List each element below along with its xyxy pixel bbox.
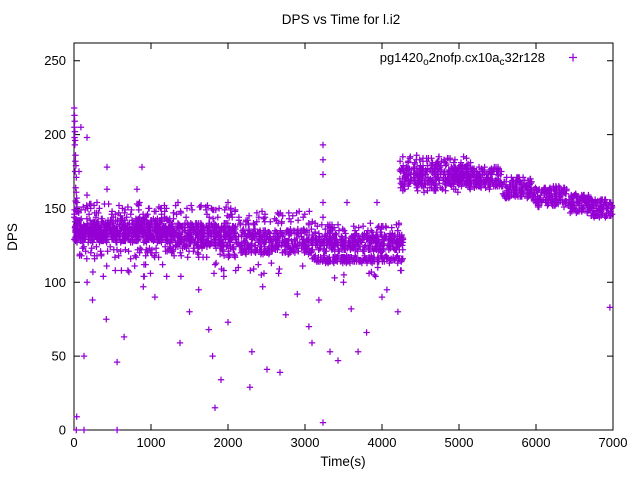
legend-label: pg1420o2nofp.cx10ac32r128 — [380, 50, 545, 68]
x-tick-label: 6000 — [522, 435, 551, 450]
y-tick-label: 0 — [59, 423, 66, 438]
y-axis-label: DPS — [5, 223, 20, 251]
x-axis-label: Time(s) — [320, 454, 365, 469]
chart-title: DPS vs Time for l.i2 — [282, 12, 401, 27]
x-tick-label: 7000 — [599, 435, 628, 450]
legend: pg1420o2nofp.cx10ac32r128 — [380, 50, 577, 68]
y-tick-label: 150 — [44, 201, 66, 216]
x-tick-label: 5000 — [445, 435, 474, 450]
y-tick-label: 250 — [44, 53, 66, 68]
axis-tick-labels: 0 1000 2000 3000 4000 5000 6000 7000 0 50 100 150 20… — [44, 53, 627, 450]
x-tick-label: 4000 — [368, 435, 397, 450]
x-tick-label: 2000 — [214, 435, 243, 450]
legend-marker-plus-icon — [569, 53, 577, 62]
x-tick-label: 3000 — [291, 435, 320, 450]
x-tick-label: 1000 — [137, 435, 166, 450]
x-tick-label: 0 — [70, 435, 77, 450]
y-tick-label: 50 — [52, 349, 66, 364]
y-tick-label: 100 — [44, 275, 66, 290]
y-tick-label: 200 — [44, 127, 66, 142]
scatter-points — [71, 104, 616, 434]
